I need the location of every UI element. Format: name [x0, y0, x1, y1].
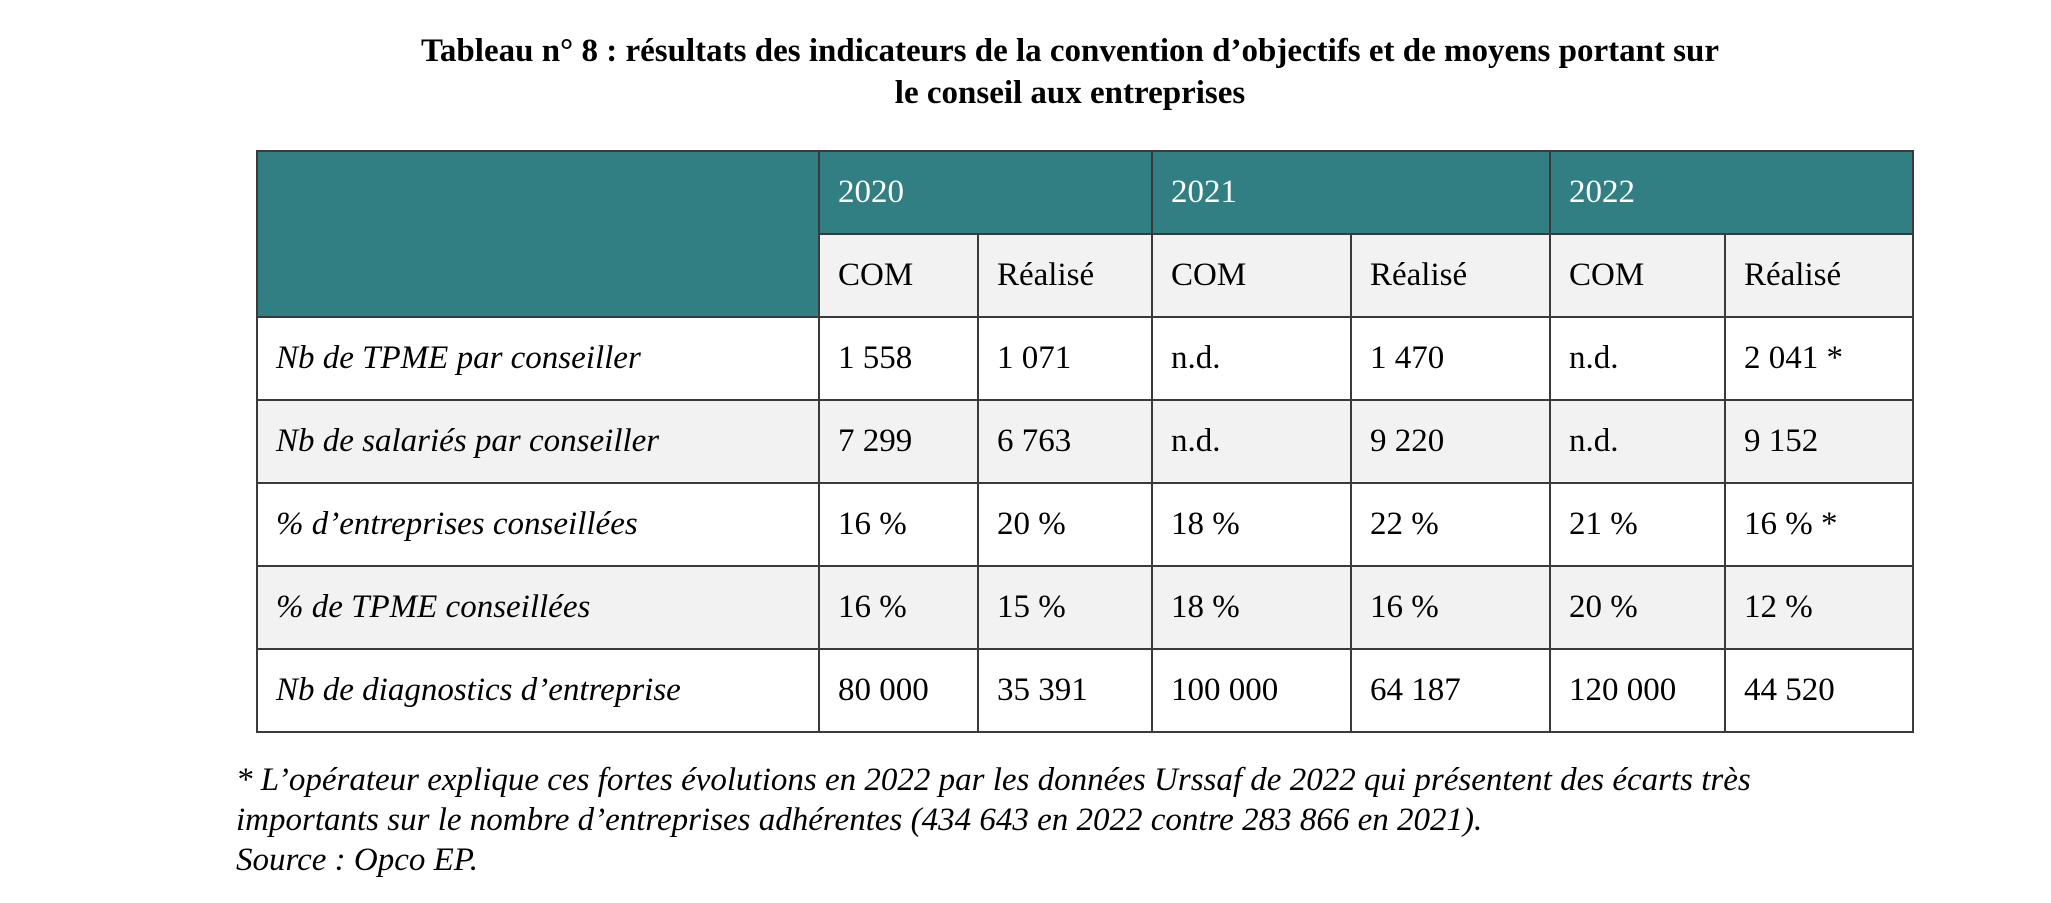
table-cell: 18 % [1151, 565, 1352, 650]
footnote: * L’opérateur explique ces fortes évolut… [236, 760, 1996, 880]
table-row: Nb de TPME par conseiller 1 558 1 071 n.… [256, 316, 1914, 401]
table-cell: 80 000 [818, 648, 979, 733]
table-cell: 12 % [1724, 565, 1914, 650]
table-row: % d’entreprises conseillées 16 % 20 % 18… [256, 482, 1914, 567]
table-cell: 1 071 [977, 316, 1153, 401]
year-header-row: 2020 2021 2022 [256, 150, 1914, 318]
table-cell: 15 % [977, 565, 1153, 650]
table-cell: 35 391 [977, 648, 1153, 733]
subheader-realise-2020: Réalisé [977, 233, 1153, 318]
table-cell: 18 % [1151, 482, 1352, 567]
table-cell: 16 % [818, 482, 979, 567]
results-table: 2020 2021 2022 COM Réalisé COM Réalisé C… [256, 150, 1914, 733]
subheader-com-2022: COM [1549, 233, 1726, 318]
corner-header-cell [256, 150, 820, 318]
table-cell: n.d. [1549, 316, 1726, 401]
table-cell: n.d. [1151, 399, 1352, 484]
table-cell: 16 % * [1724, 482, 1914, 567]
row-label: Nb de diagnostics d’entreprise [256, 648, 820, 733]
year-header-2020: 2020 [818, 150, 1153, 235]
table-cell: 7 299 [818, 399, 979, 484]
table-cell: 1 558 [818, 316, 979, 401]
footnote-line-2: importants sur le nombre d’entreprises a… [236, 802, 1483, 838]
year-header-2022: 2022 [1549, 150, 1914, 235]
table-row: Nb de diagnostics d’entreprise 80 000 35… [256, 648, 1914, 733]
footnote-line-1: * L’opérateur explique ces fortes évolut… [236, 762, 1751, 798]
table-cell: 100 000 [1151, 648, 1352, 733]
table-cell: n.d. [1549, 399, 1726, 484]
table-title: Tableau n° 8 : résultats des indicateurs… [300, 30, 1840, 114]
table-cell: 1 470 [1350, 316, 1551, 401]
row-label: % de TPME conseillées [256, 565, 820, 650]
subheader-realise-2021: Réalisé [1350, 233, 1551, 318]
table-cell: 20 % [1549, 565, 1726, 650]
subheader-com-2021: COM [1151, 233, 1352, 318]
table-title-line-1: Tableau n° 8 : résultats des indicateurs… [420, 33, 1720, 69]
table-cell: 2 041 * [1724, 316, 1914, 401]
source-note: Source : Opco EP. [236, 842, 478, 878]
table-cell: 120 000 [1549, 648, 1726, 733]
row-label: Nb de TPME par conseiller [256, 316, 820, 401]
row-label: % d’entreprises conseillées [256, 482, 820, 567]
table-cell: n.d. [1151, 316, 1352, 401]
table-cell: 44 520 [1724, 648, 1914, 733]
table-cell: 20 % [977, 482, 1153, 567]
table-cell: 22 % [1350, 482, 1551, 567]
subheader-realise-2022: Réalisé [1724, 233, 1914, 318]
table-cell: 16 % [1350, 565, 1551, 650]
subheader-com-2020: COM [818, 233, 979, 318]
table-cell: 64 187 [1350, 648, 1551, 733]
table-cell: 21 % [1549, 482, 1726, 567]
table-cell: 9 152 [1724, 399, 1914, 484]
table-cell: 6 763 [977, 399, 1153, 484]
row-label: Nb de salariés par conseiller [256, 399, 820, 484]
table-row: Nb de salariés par conseiller 7 299 6 76… [256, 399, 1914, 484]
table-cell: 9 220 [1350, 399, 1551, 484]
table-title-line-2: le conseil aux entreprises [894, 75, 1246, 111]
year-header-2021: 2021 [1151, 150, 1551, 235]
table-cell: 16 % [818, 565, 979, 650]
subheader-row: COM Réalisé COM Réalisé COM Réalisé [257, 233, 1914, 318]
table-row: % de TPME conseillées 16 % 15 % 18 % 16 … [256, 565, 1914, 650]
